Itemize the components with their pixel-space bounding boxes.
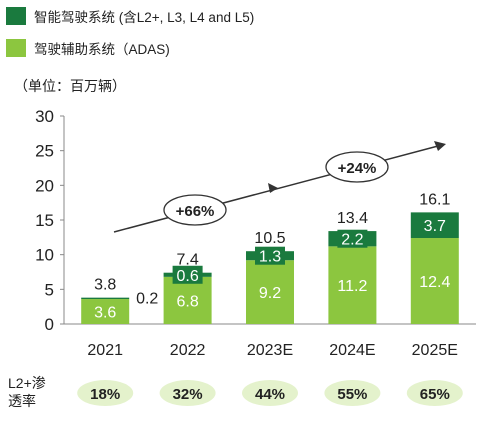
data-label-adas: 3.6 — [94, 305, 116, 322]
data-label-intelligent-driving: 1.3 — [259, 249, 281, 266]
data-label-adas: 6.8 — [176, 293, 198, 310]
penetration-pill — [77, 380, 134, 406]
data-label-total: 3.8 — [94, 277, 116, 294]
penetration-value: 44% — [255, 386, 285, 403]
growth-badge — [163, 194, 227, 226]
growth-label: +66% — [176, 203, 215, 220]
bar-adas — [246, 260, 294, 324]
penetration-row-label: L2+渗透率 — [8, 375, 46, 409]
penetration-value: 32% — [173, 386, 203, 403]
y-tick-label: 15 — [35, 211, 54, 230]
penetration-pill — [159, 380, 216, 406]
data-label-total: 13.4 — [337, 210, 368, 227]
growth-badge — [325, 151, 389, 183]
legend-item-adas: 驾驶辅助系统（ADAS) — [6, 38, 170, 58]
y-tick-label: 0 — [45, 315, 54, 334]
data-label-adas: 9.2 — [259, 285, 281, 302]
y-tick-label: 5 — [45, 280, 54, 299]
growth-label: +24% — [338, 160, 377, 177]
legend-label: 驾驶辅助系统（ADAS) — [34, 42, 170, 57]
y-tick-label: 25 — [35, 142, 54, 161]
penetration-value: 18% — [90, 386, 120, 403]
y-tick-label: 30 — [35, 107, 54, 126]
data-label-total: 16.1 — [419, 191, 450, 208]
bar-adas — [410, 238, 459, 324]
data-label-adas: 11.2 — [337, 278, 367, 295]
x-tick-label: 2021 — [87, 342, 123, 359]
data-label-intelligent-driving: 0.6 — [176, 268, 198, 285]
x-tick-label: 2022 — [170, 342, 206, 359]
data-label-box — [172, 265, 203, 284]
legend-item-intelligent-driving: 智能驾驶系统 (含L2+, L3, L4 and L5) — [6, 6, 254, 26]
data-label-adas: 12.4 — [419, 274, 450, 291]
x-tick-label: 2025E — [412, 342, 458, 359]
penetration-pill — [242, 380, 298, 406]
y-tick-label: 20 — [35, 176, 54, 195]
data-label-total: 7.4 — [176, 252, 198, 269]
legend-label: 智能驾驶系统 (含L2+, L3, L4 and L5) — [34, 10, 255, 25]
data-label-box — [419, 216, 450, 235]
legend-swatch-dark-green — [6, 7, 26, 25]
trend-arrowhead — [434, 141, 446, 151]
legend-swatch-light-green — [6, 39, 26, 57]
bar-adas — [81, 299, 130, 324]
penetration-pill — [324, 380, 381, 406]
data-label-box — [337, 229, 368, 248]
bar-intelligent-driving — [81, 297, 130, 300]
bar-adas — [163, 276, 212, 324]
trend-arrowhead — [268, 183, 278, 193]
x-tick-label: 2024E — [329, 342, 375, 359]
data-label-intelligent-driving: 2.2 — [341, 232, 363, 249]
x-tick-label: 2023E — [247, 342, 293, 359]
data-label-intelligent-driving: 0.2 — [136, 291, 158, 308]
bar-adas — [328, 246, 377, 324]
data-label-total: 10.5 — [254, 230, 285, 247]
penetration-value: 55% — [337, 386, 367, 403]
y-tick-label: 10 — [35, 246, 54, 265]
data-label-box — [255, 246, 285, 265]
unit-label: （单位：百万辆） — [14, 78, 126, 94]
data-label-intelligent-driving: 3.7 — [424, 218, 446, 235]
penetration-value: 65% — [420, 386, 450, 403]
penetration-pill — [406, 380, 463, 406]
